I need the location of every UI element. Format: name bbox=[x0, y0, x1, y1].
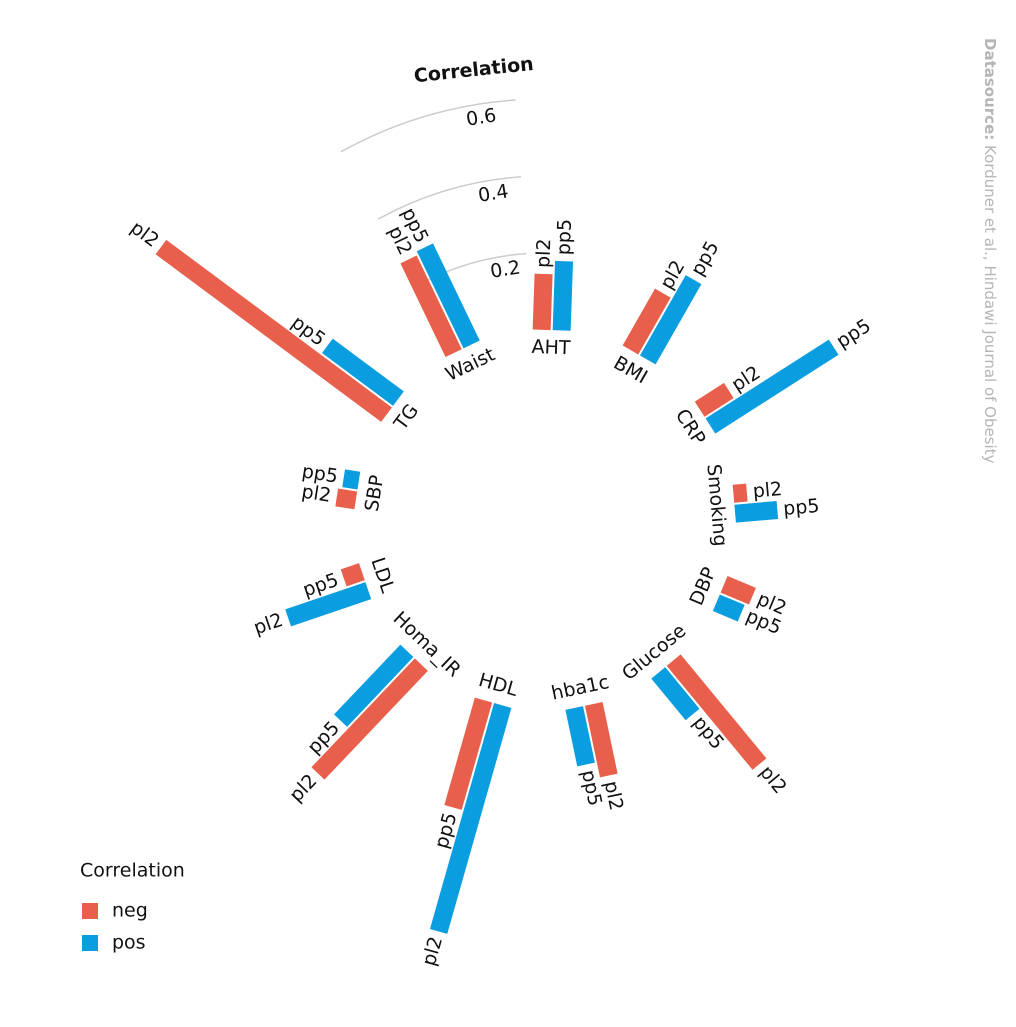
grid-arc bbox=[340, 99, 516, 153]
bar bbox=[694, 382, 734, 417]
bar-label: pp5 bbox=[833, 315, 875, 353]
bar bbox=[340, 563, 365, 587]
bar bbox=[732, 483, 748, 503]
bar bbox=[342, 469, 361, 490]
grid-arc bbox=[377, 176, 522, 220]
legend-label: pos bbox=[112, 932, 146, 954]
bar bbox=[444, 697, 493, 810]
bar bbox=[565, 706, 595, 767]
axis-tick-label: 0.2 bbox=[489, 256, 522, 282]
axis-title: Correlation bbox=[413, 53, 535, 87]
bar bbox=[720, 576, 756, 605]
bar-label: pp5 bbox=[782, 495, 820, 520]
bar bbox=[322, 338, 404, 406]
bar bbox=[334, 644, 414, 727]
bar bbox=[552, 260, 574, 331]
bar bbox=[622, 288, 671, 355]
category-label: SBP bbox=[361, 473, 388, 513]
source-label: Datasource: bbox=[982, 38, 1000, 140]
bar bbox=[429, 703, 512, 934]
bar bbox=[311, 658, 428, 780]
category-label: Smoking bbox=[702, 463, 731, 547]
category-label: DBP bbox=[685, 564, 720, 609]
bar-label: pl2 bbox=[755, 761, 791, 798]
bar bbox=[705, 339, 839, 434]
bar bbox=[666, 654, 767, 770]
bar-label: pl2 bbox=[285, 770, 321, 806]
bar-label: pp5 bbox=[553, 219, 576, 256]
bar-label: pl2 bbox=[418, 934, 447, 968]
axis-tick-label: 0.6 bbox=[465, 104, 498, 130]
bar bbox=[285, 582, 372, 627]
source: Datasource: Korduner et al., Hindawi Jou… bbox=[982, 38, 1000, 464]
category-label: AHT bbox=[531, 336, 571, 359]
bar-label: pl2 bbox=[752, 478, 783, 502]
legend-swatch bbox=[82, 935, 98, 951]
category-label: TG bbox=[389, 400, 423, 435]
bar-label: pl2 bbox=[532, 238, 555, 268]
bar-label: pl2 bbox=[300, 481, 332, 507]
legend-title: Correlation bbox=[80, 860, 185, 882]
bar bbox=[532, 273, 553, 331]
bar bbox=[584, 702, 618, 778]
bar bbox=[639, 275, 702, 365]
bar bbox=[155, 239, 392, 422]
bar bbox=[335, 488, 358, 510]
legend-label: neg bbox=[112, 900, 148, 922]
category-label: hba1c bbox=[549, 671, 611, 704]
bar bbox=[734, 501, 779, 523]
bar bbox=[416, 243, 480, 349]
category-label: LDL bbox=[366, 555, 398, 596]
bar-label: pl2 bbox=[126, 217, 163, 252]
category-label: HDL bbox=[476, 669, 520, 701]
source-text: Korduner et al., Hindawi Journal of Obes… bbox=[982, 145, 1000, 464]
legend-swatch bbox=[82, 903, 98, 919]
bar bbox=[400, 255, 462, 358]
bar bbox=[651, 667, 700, 721]
bar bbox=[712, 594, 745, 622]
bar-label: pp5 bbox=[687, 237, 724, 279]
bar-label: pl2 bbox=[251, 609, 286, 639]
axis-tick-label: 0.4 bbox=[477, 180, 510, 206]
